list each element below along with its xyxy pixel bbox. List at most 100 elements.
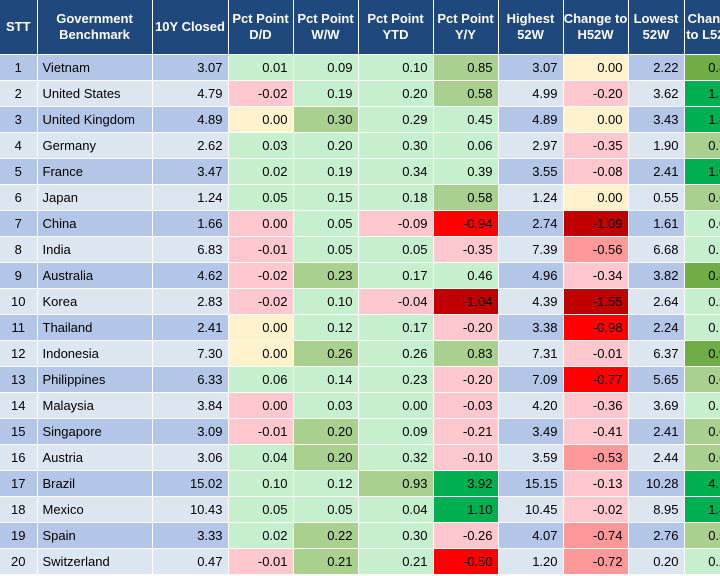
cell-change-h52w: -0.72: [563, 548, 629, 575]
cell-stt: 11: [0, 314, 38, 341]
cell-ww: 0.21: [293, 548, 359, 575]
cell-lowest-52w: 2.76: [628, 522, 685, 549]
header-row: STT Government Benchmark 10Y Closed Pct …: [0, 0, 720, 55]
cell-highest-52w: 4.99: [498, 80, 564, 107]
cell-change-l52w: 1.48: [684, 496, 720, 523]
table-body: 1 Vietnam 3.07 0.01 0.09 0.10 0.85 3.07 0.00 2.22…: [0, 54, 720, 575]
cell-country: Australia: [37, 262, 153, 289]
cell-stt: 16: [0, 444, 38, 471]
cell-highest-52w: 7.31: [498, 340, 564, 367]
header-change-l52w: Change to L52W: [684, 0, 720, 55]
cell-highest-52w: 3.49: [498, 418, 564, 445]
table-row: 5 France 3.47 0.02 0.19 0.34 0.39 3.55 -0.08 2.41…: [0, 158, 720, 185]
cell-country: Mexico: [37, 496, 153, 523]
cell-change-l52w: 0.57: [684, 522, 720, 549]
cell-ytd: 0.34: [358, 158, 434, 185]
cell-ytd: 0.30: [358, 132, 434, 159]
cell-ww: 0.20: [293, 132, 359, 159]
cell-ytd: 0.00: [358, 392, 434, 419]
header-dd: Pct Point D/D: [228, 0, 294, 55]
cell-lowest-52w: 2.22: [628, 54, 685, 81]
cell-ytd: 0.20: [358, 80, 434, 107]
cell-stt: 10: [0, 288, 38, 315]
cell-change-l52w: 0.68: [684, 418, 720, 445]
header-ytd: Pct Point YTD: [358, 0, 434, 55]
cell-stt: 13: [0, 366, 38, 393]
cell-change-l52w: 0.80: [684, 262, 720, 289]
table-row: 14 Malaysia 3.84 0.00 0.03 0.00 -0.03 4.20 -0.36…: [0, 392, 720, 419]
cell-change-l52w: 1.06: [684, 158, 720, 185]
cell-change-l52w: 0.05: [684, 210, 720, 237]
cell-lowest-52w: 2.64: [628, 288, 685, 315]
cell-change-h52w: -0.77: [563, 366, 629, 393]
cell-10y-closed: 6.33: [152, 366, 229, 393]
cell-10y-closed: 3.47: [152, 158, 229, 185]
cell-stt: 5: [0, 158, 38, 185]
table-row: 8 India 6.83 -0.01 0.05 0.05 -0.35 7.39 -0.56 6.6…: [0, 236, 720, 263]
cell-change-l52w: 0.72: [684, 132, 720, 159]
cell-change-h52w: -0.13: [563, 470, 629, 497]
cell-change-h52w: -0.02: [563, 496, 629, 523]
cell-10y-closed: 6.83: [152, 236, 229, 263]
cell-stt: 18: [0, 496, 38, 523]
cell-yy: -0.50: [433, 548, 499, 575]
cell-highest-52w: 10.45: [498, 496, 564, 523]
cell-change-l52w: 1.46: [684, 106, 720, 133]
cell-stt: 3: [0, 106, 38, 133]
cell-change-h52w: -0.35: [563, 132, 629, 159]
cell-10y-closed: 3.84: [152, 392, 229, 419]
cell-10y-closed: 3.09: [152, 418, 229, 445]
cell-ww: 0.12: [293, 314, 359, 341]
cell-change-h52w: 0.00: [563, 184, 629, 211]
cell-ww: 0.23: [293, 262, 359, 289]
cell-dd: 0.02: [228, 522, 294, 549]
table-row: 12 Indonesia 7.30 0.00 0.26 0.26 0.83 7.31 -0.01…: [0, 340, 720, 367]
cell-ww: 0.10: [293, 288, 359, 315]
cell-10y-closed: 2.62: [152, 132, 229, 159]
table-row: 10 Korea 2.83 -0.02 0.10 -0.04 -1.04 4.39 -1.55 2…: [0, 288, 720, 315]
cell-change-h52w: -0.74: [563, 522, 629, 549]
cell-country: United States: [37, 80, 153, 107]
cell-yy: -0.26: [433, 522, 499, 549]
table-row: 18 Mexico 10.43 0.05 0.05 0.04 1.10 10.45 -0.02 8…: [0, 496, 720, 523]
cell-10y-closed: 4.89: [152, 106, 229, 133]
cell-dd: -0.01: [228, 236, 294, 263]
table-row: 1 Vietnam 3.07 0.01 0.09 0.10 0.85 3.07 0.00 2.22…: [0, 54, 720, 81]
cell-highest-52w: 7.39: [498, 236, 564, 263]
cell-highest-52w: 15.15: [498, 470, 564, 497]
cell-change-l52w: 0.68: [684, 366, 720, 393]
cell-change-h52w: -0.36: [563, 392, 629, 419]
cell-ytd: 0.23: [358, 366, 434, 393]
table-row: 20 Switzerland 0.47 -0.01 0.21 0.21 -0.50 1.20-…: [0, 548, 720, 575]
cell-yy: -0.10: [433, 444, 499, 471]
cell-ww: 0.26: [293, 340, 359, 367]
header-stt: STT: [0, 0, 38, 55]
cell-10y-closed: 0.47: [152, 548, 229, 575]
cell-stt: 1: [0, 54, 38, 81]
cell-change-h52w: 0.00: [563, 54, 629, 81]
table-row: 17 Brazil 15.02 0.10 0.12 0.93 3.92 15.15 -0.13 1…: [0, 470, 720, 497]
cell-dd: -0.02: [228, 262, 294, 289]
cell-stt: 7: [0, 210, 38, 237]
table-row: 7 China 1.66 0.00 0.05 -0.09 -0.94 2.74 -1.09 1.6…: [0, 210, 720, 237]
cell-ww: 0.09: [293, 54, 359, 81]
cell-ytd: 0.04: [358, 496, 434, 523]
cell-highest-52w: 4.89: [498, 106, 564, 133]
cell-yy: -0.21: [433, 418, 499, 445]
header-ww: Pct Point W/W: [293, 0, 359, 55]
cell-10y-closed: 3.33: [152, 522, 229, 549]
header-change-h52w: Change to H52W: [563, 0, 629, 55]
table-row: 13 Philippines 6.33 0.06 0.14 0.23 -0.20 7.09 -0…: [0, 366, 720, 393]
cell-lowest-52w: 2.41: [628, 418, 685, 445]
cell-change-h52w: -0.56: [563, 236, 629, 263]
cell-ytd: 0.93: [358, 470, 434, 497]
cell-highest-52w: 4.96: [498, 262, 564, 289]
cell-ww: 0.19: [293, 80, 359, 107]
cell-highest-52w: 3.07: [498, 54, 564, 81]
cell-ytd: -0.04: [358, 288, 434, 315]
cell-dd: -0.02: [228, 288, 294, 315]
cell-yy: 1.10: [433, 496, 499, 523]
cell-highest-52w: 3.59: [498, 444, 564, 471]
cell-dd: 0.05: [228, 184, 294, 211]
cell-change-h52w: -0.01: [563, 340, 629, 367]
